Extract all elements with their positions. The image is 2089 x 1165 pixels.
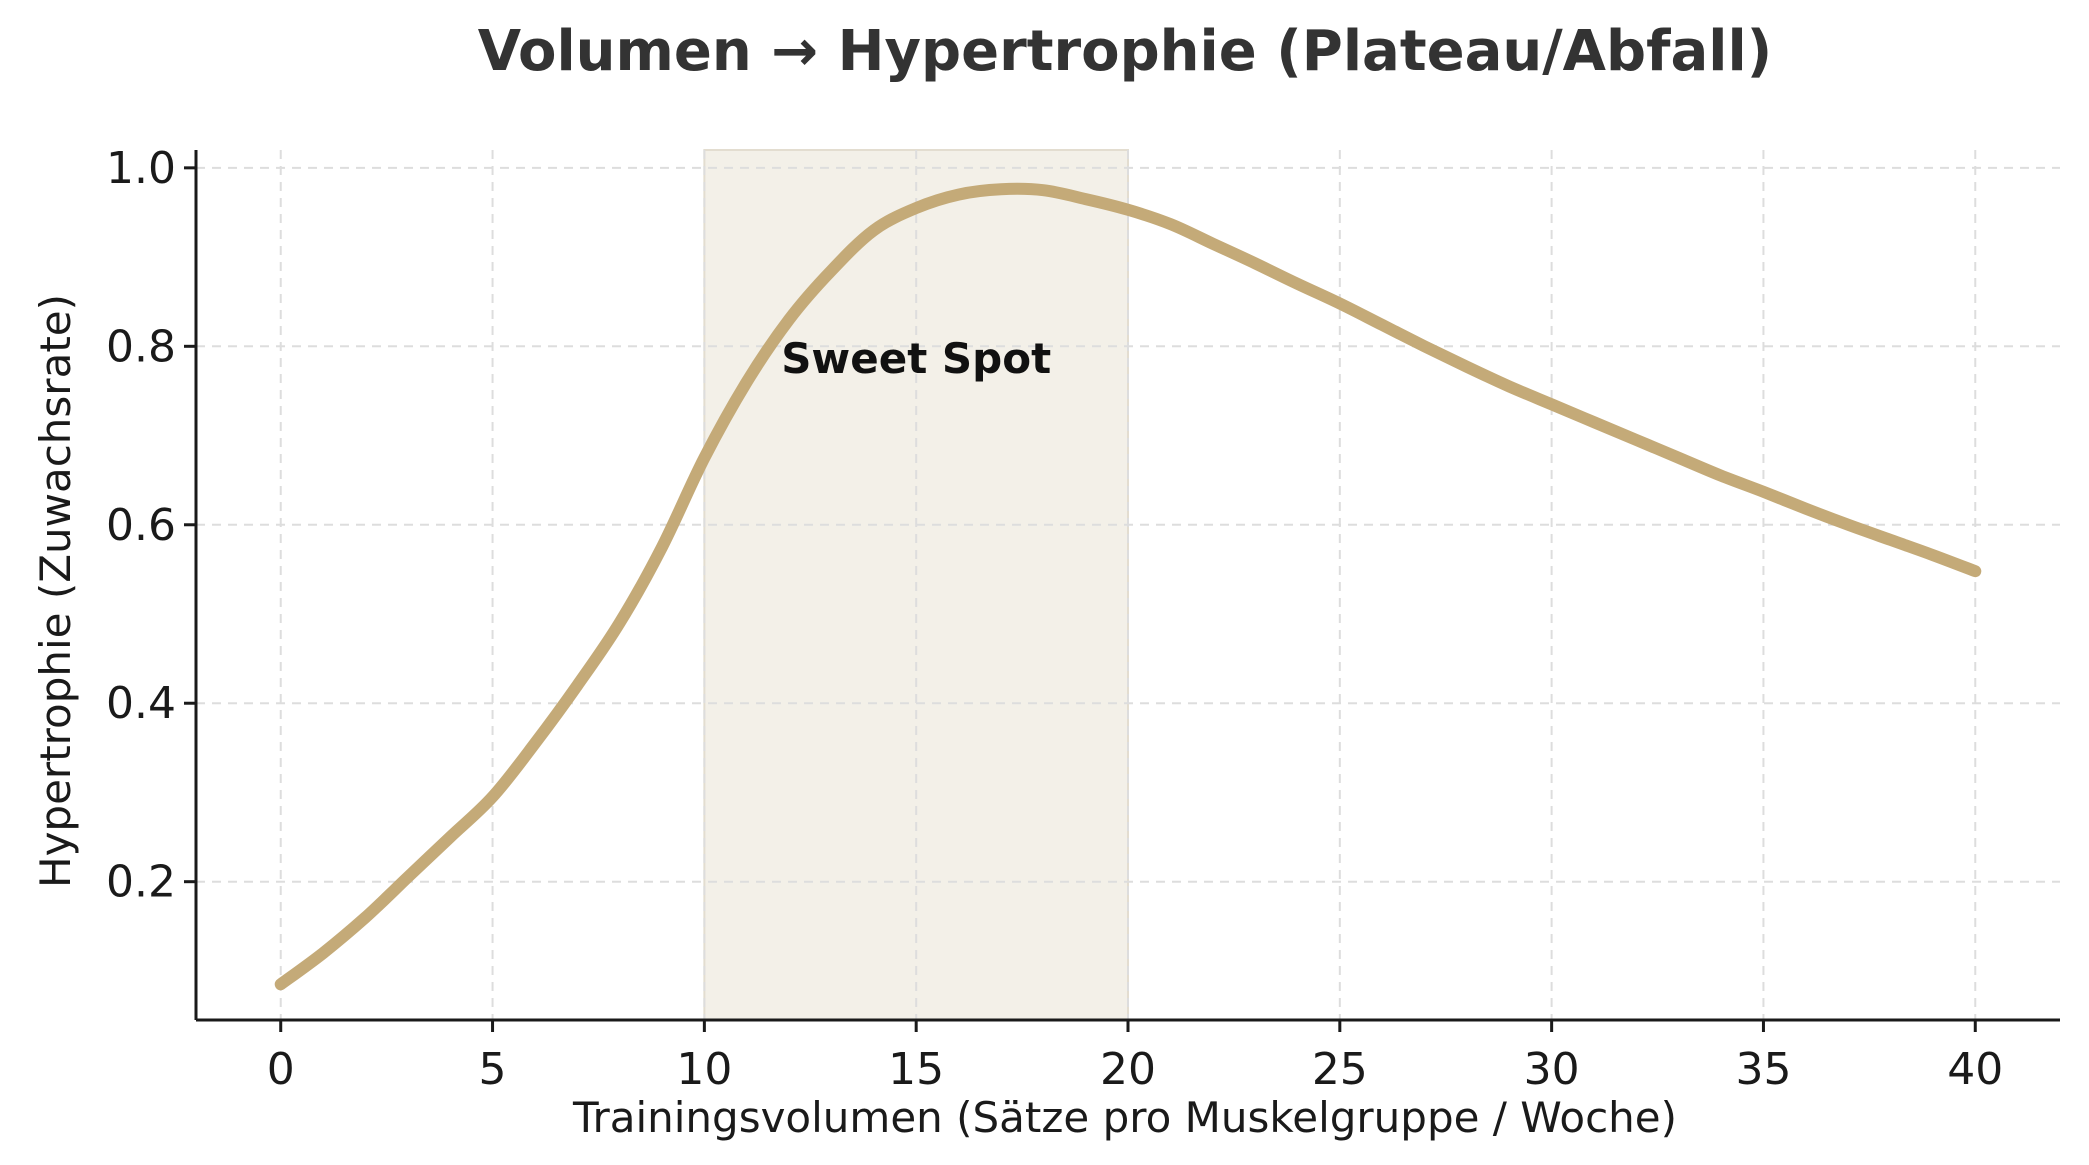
series-line [274,182,1982,991]
x-tick-label: 15 [888,1044,944,1095]
x-tick-label: 10 [676,1044,732,1095]
y-tick-label: 1.0 [106,143,176,194]
y-tick-label: 0.2 [106,857,176,908]
y-axis-label: Hypertrophie (Zuwachsrate) [31,294,80,888]
x-tick-label: 0 [267,1044,295,1095]
y-tick-label: 0.6 [106,500,176,551]
x-tick-label: 40 [1947,1044,2003,1095]
grid [196,150,2060,1020]
x-tick-label: 30 [1524,1044,1580,1095]
x-tick-label: 20 [1100,1044,1156,1095]
chart-title: Volumen → Hypertrophie (Plateau/Abfall) [478,19,1773,84]
y-tick-label: 0.8 [106,321,176,372]
x-tick-label: 5 [479,1044,507,1095]
x-tick-label: 25 [1312,1044,1368,1095]
x-ticks: 0 5 10 15 20 25 30 35 40 [267,1020,2003,1095]
x-axis-label: Trainingsvolumen (Sätze pro Muskelgruppe… [572,1093,1677,1142]
sweet-spot-label: Sweet Spot [781,334,1051,383]
x-tick-label: 35 [1735,1044,1791,1095]
y-ticks: 0.2 0.4 0.6 0.8 1.0 [106,143,196,908]
y-tick-label: 0.4 [106,678,176,729]
